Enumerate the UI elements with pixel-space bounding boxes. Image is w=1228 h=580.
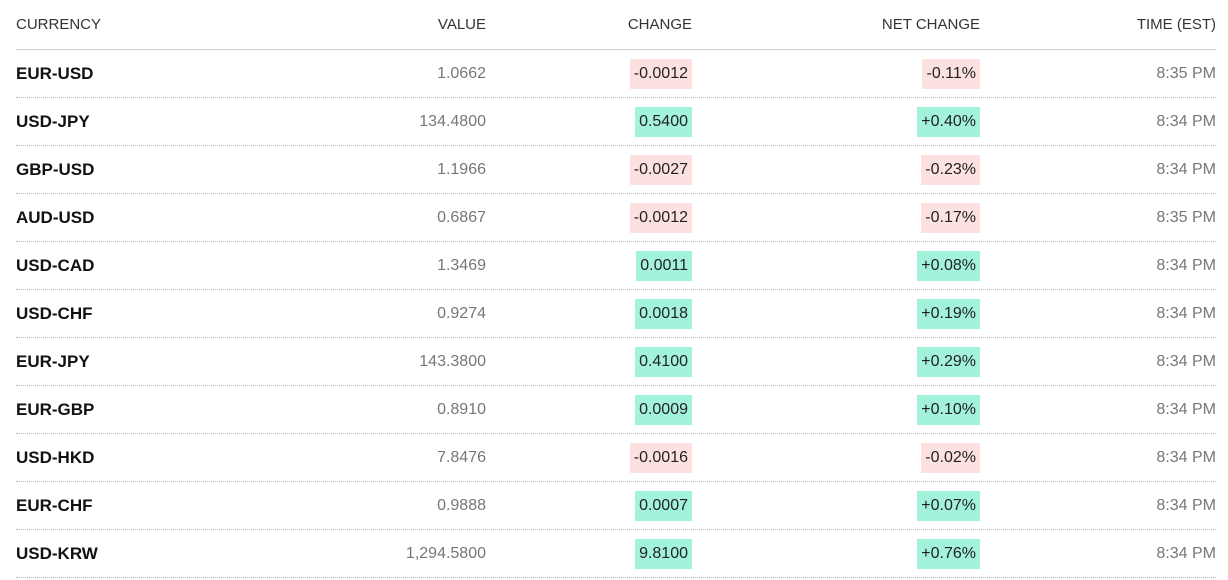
change-badge: 9.8100	[635, 538, 692, 569]
table-row: USD-KRW 1,294.5800 9.8100 +0.76% 8:34 PM	[16, 530, 1216, 578]
change-badge: -0.0016	[629, 442, 692, 473]
time: 8:35 PM	[1156, 64, 1216, 82]
cell: +0.76%	[692, 538, 980, 569]
change-badge: 0.0018	[635, 298, 692, 329]
currency-pair: AUD-USD	[16, 207, 95, 227]
currency-pair: USD-JPY	[16, 111, 90, 131]
column-header: VALUE	[437, 16, 486, 33]
table-row: EUR-JPY 143.3800 0.4100 +0.29% 8:34 PM	[16, 338, 1216, 386]
cell: +0.29%	[692, 346, 980, 377]
net-change-badge: -0.17%	[921, 202, 980, 233]
value: 134.4800	[419, 112, 486, 130]
time: 8:34 PM	[1156, 448, 1216, 466]
time: 8:34 PM	[1156, 304, 1216, 322]
net-change-badge: +0.08%	[917, 250, 980, 281]
cell: +0.40%	[692, 106, 980, 137]
cell: 0.4100	[486, 346, 692, 377]
change-badge: -0.0012	[629, 202, 692, 233]
time: 8:34 PM	[1156, 112, 1216, 130]
net-change-badge: -0.02%	[921, 442, 980, 473]
cell: -0.17%	[692, 202, 980, 233]
currency-pair: USD-KRW	[16, 543, 98, 563]
time: 8:34 PM	[1156, 256, 1216, 274]
column-header: TIME (EST)	[1136, 16, 1216, 33]
cell: 0.0011	[486, 250, 692, 281]
time: 8:34 PM	[1156, 496, 1216, 514]
table-row: EUR-CHF 0.9888 0.0007 +0.07% 8:34 PM	[16, 482, 1216, 530]
header-row: CURRENCY VALUE CHANGE NET CHANGE TIME (EST)	[16, 0, 1216, 50]
change-badge: 0.0011	[636, 250, 692, 281]
table-row: USD-HKD 7.8476 -0.0016 -0.02% 8:34 PM	[16, 434, 1216, 482]
change-badge: -0.0027	[629, 154, 692, 185]
table-row: USD-JPY 134.4800 0.5400 +0.40% 8:34 PM	[16, 98, 1216, 146]
cell: -0.0016	[486, 442, 692, 473]
cell: +0.19%	[692, 298, 980, 329]
time: 8:34 PM	[1156, 544, 1216, 562]
value: 1.3469	[437, 256, 486, 274]
cell: -0.0012	[486, 58, 692, 89]
value: 1,294.5800	[405, 544, 486, 562]
currency-pair: USD-HKD	[16, 447, 95, 467]
net-change-badge: +0.07%	[917, 490, 980, 521]
time: 8:34 PM	[1156, 400, 1216, 418]
currency-pair: EUR-JPY	[16, 351, 90, 371]
time: 8:35 PM	[1156, 208, 1216, 226]
table-row: GBP-USD 1.1966 -0.0027 -0.23% 8:34 PM	[16, 146, 1216, 194]
change-badge: -0.0012	[629, 58, 692, 89]
net-change-badge: +0.19%	[917, 298, 980, 329]
cell: 9.8100	[486, 538, 692, 569]
cell: 0.0009	[486, 394, 692, 425]
value: 1.1966	[437, 160, 486, 178]
value: 143.3800	[419, 352, 486, 370]
currency-pair: GBP-USD	[16, 159, 95, 179]
currency-pair: EUR-USD	[16, 63, 94, 83]
cell: -0.0027	[486, 154, 692, 185]
column-header: CURRENCY	[16, 16, 102, 33]
change-badge: 0.0007	[635, 490, 692, 521]
table-row: AUD-USD 0.6867 -0.0012 -0.17% 8:35 PM	[16, 194, 1216, 242]
currency-pair: EUR-GBP	[16, 399, 95, 419]
value: 1.0662	[437, 64, 486, 82]
currency-table: CURRENCY VALUE CHANGE NET CHANGE TIME (EST) E…	[16, 0, 1216, 578]
table-row: USD-CHF 0.9274 0.0018 +0.19% 8:34 PM	[16, 290, 1216, 338]
cell: 0.5400	[486, 106, 692, 137]
currency-pair: USD-CAD	[16, 255, 95, 275]
table-row: USD-CAD 1.3469 0.0011 +0.08% 8:34 PM	[16, 242, 1216, 290]
cell: 0.0018	[486, 298, 692, 329]
cell: -0.23%	[692, 154, 980, 185]
cell: +0.10%	[692, 394, 980, 425]
change-badge: 0.5400	[635, 106, 692, 137]
value: 0.9888	[437, 496, 486, 514]
time: 8:34 PM	[1156, 352, 1216, 370]
net-change-badge: +0.29%	[917, 346, 980, 377]
table-row: EUR-GBP 0.8910 0.0009 +0.10% 8:34 PM	[16, 386, 1216, 434]
net-change-badge: +0.10%	[917, 394, 980, 425]
cell: 0.0007	[486, 490, 692, 521]
change-badge: 0.4100	[635, 346, 692, 377]
cell: +0.08%	[692, 250, 980, 281]
net-change-badge: -0.11%	[922, 58, 980, 89]
net-change-badge: +0.76%	[917, 538, 980, 569]
column-header: NET CHANGE	[881, 16, 980, 33]
table-row: EUR-USD 1.0662 -0.0012 -0.11% 8:35 PM	[16, 50, 1216, 98]
value: 0.6867	[437, 208, 486, 226]
column-header: CHANGE	[627, 16, 692, 33]
change-badge: 0.0009	[635, 394, 692, 425]
cell: -0.02%	[692, 442, 980, 473]
cell: +0.07%	[692, 490, 980, 521]
net-change-badge: +0.40%	[917, 106, 980, 137]
value: 0.8910	[437, 400, 486, 418]
currency-pair: USD-CHF	[16, 303, 93, 323]
cell: -0.11%	[692, 58, 980, 89]
value: 7.8476	[437, 448, 486, 466]
currency-pair: EUR-CHF	[16, 495, 93, 515]
value: 0.9274	[437, 304, 486, 322]
time: 8:34 PM	[1156, 160, 1216, 178]
net-change-badge: -0.23%	[921, 154, 980, 185]
cell: -0.0012	[486, 202, 692, 233]
